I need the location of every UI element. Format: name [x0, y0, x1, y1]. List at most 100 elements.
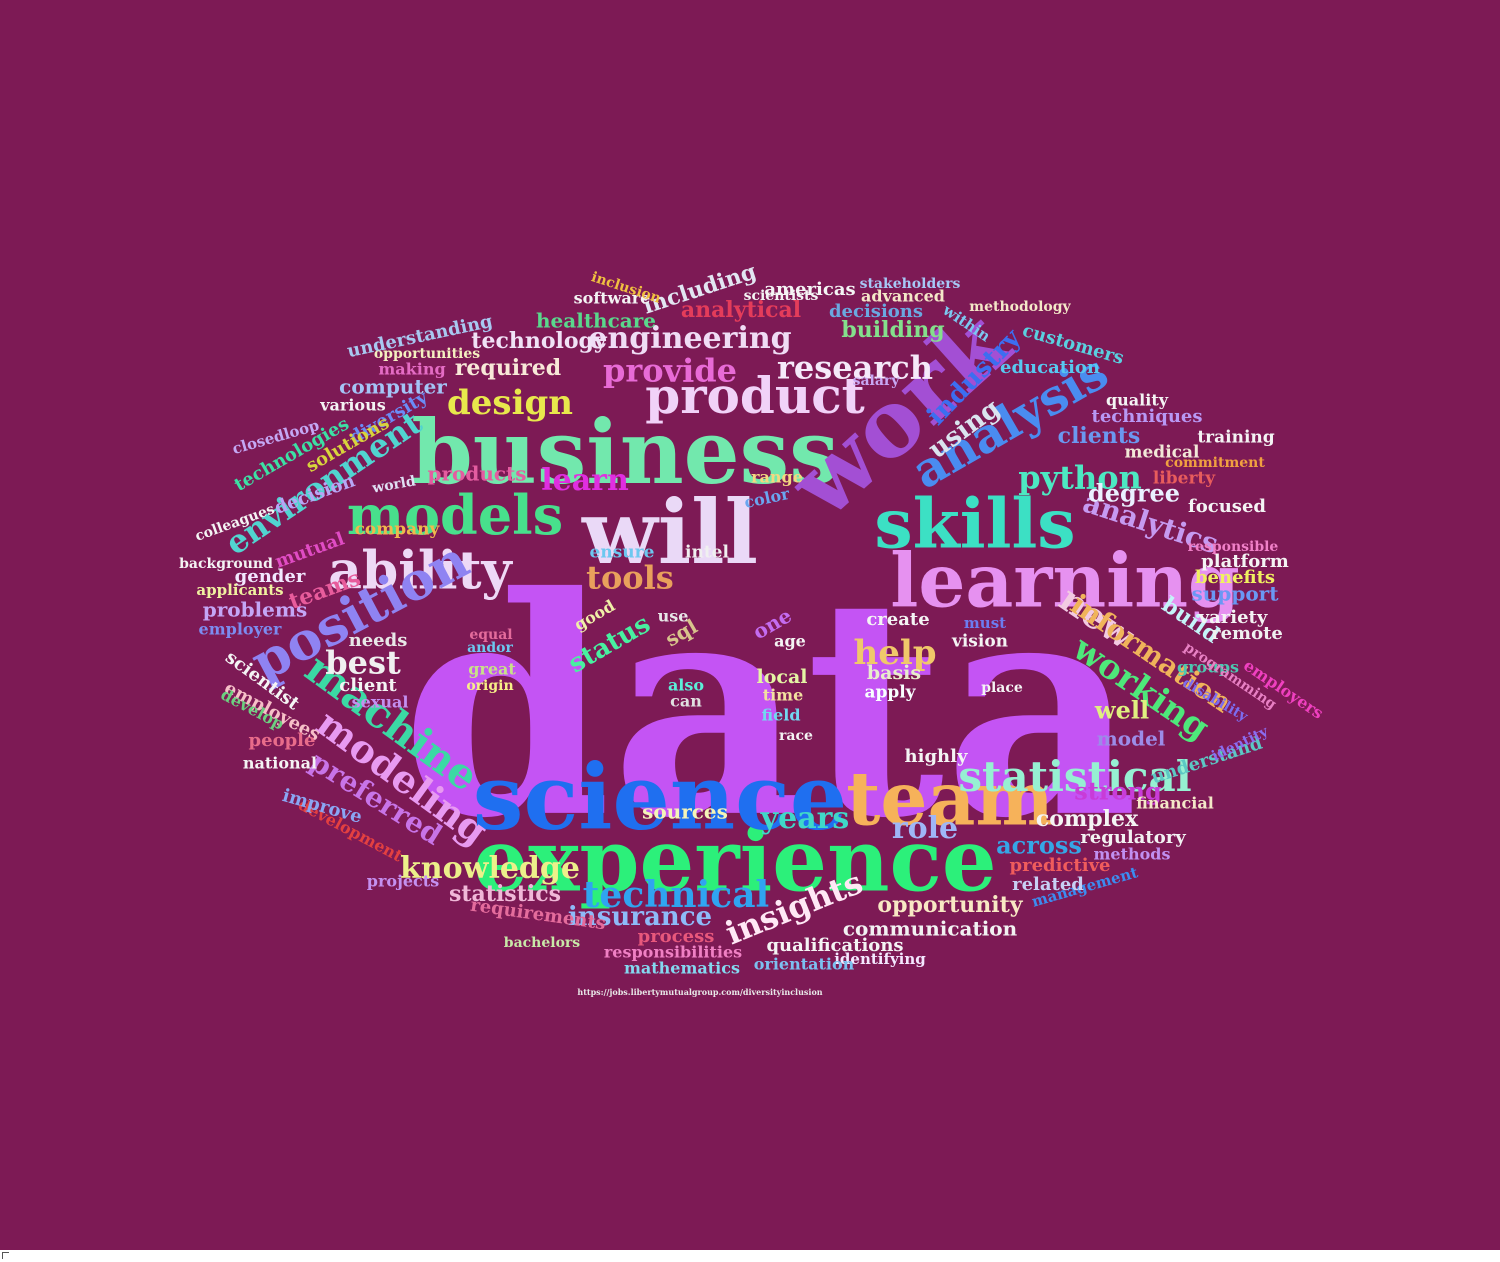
word-technology: technology	[471, 328, 608, 354]
word-basis: basis	[867, 662, 921, 684]
word-business: business	[411, 400, 839, 504]
word-advanced: advanced	[861, 287, 945, 306]
word-liberty: liberty	[1153, 469, 1216, 489]
word-gender: gender	[235, 566, 306, 587]
word-stakeholders: stakeholders	[860, 276, 961, 292]
word-bachelors: bachelors	[504, 935, 581, 951]
word-great: great	[468, 660, 516, 679]
word-ability: ability	[328, 541, 513, 602]
word-background: background	[179, 556, 273, 572]
word-must: must	[964, 614, 1006, 632]
word-field: field	[761, 706, 800, 725]
word-role: role	[892, 811, 958, 846]
word-needs: needs	[349, 630, 408, 651]
word-applicants: applicants	[196, 581, 283, 599]
word-various: various	[319, 396, 385, 415]
word-create: create	[866, 609, 929, 630]
word-healthcare: healthcare	[536, 309, 656, 333]
word-software: software	[574, 289, 651, 308]
word-national: national	[243, 754, 317, 773]
word-model: model	[1097, 727, 1166, 751]
word-variety: variety	[1198, 607, 1268, 628]
word-commitment: commitment	[1165, 455, 1265, 471]
word-predictive: predictive	[1010, 855, 1111, 876]
word-responsibilities: responsibilities	[604, 943, 742, 962]
word-experience: experience	[473, 811, 996, 912]
word-sources: sources	[642, 800, 728, 824]
word-making: making	[378, 360, 445, 379]
word-vision: vision	[951, 632, 1008, 652]
word-engineering: engineering	[588, 321, 791, 356]
word-equal: equal	[469, 627, 512, 643]
word-methodology: methodology	[969, 299, 1071, 315]
word-andor: andor	[467, 640, 513, 656]
word-remote: remote	[1211, 623, 1283, 644]
word-highly: highly	[905, 746, 968, 767]
word-opportunity: opportunity	[877, 892, 1023, 918]
word-training: training	[1197, 428, 1274, 448]
word-financial: financial	[1136, 794, 1214, 813]
word-data: data	[401, 531, 1138, 884]
word-methods: methods	[1094, 845, 1171, 864]
word-insurance: insurance	[568, 902, 712, 932]
word-race: race	[779, 728, 813, 744]
word-across: across	[996, 831, 1082, 860]
word-projects: projects	[367, 872, 439, 891]
word-statistical: statistical	[958, 752, 1191, 801]
word-place: place	[981, 680, 1023, 696]
word-ensure: ensure	[590, 543, 655, 563]
word-degree: degree	[1088, 479, 1180, 508]
word-focused: focused	[1188, 496, 1266, 517]
word-knowledge: knowledge	[400, 851, 580, 886]
word-https-jobs-libertymutualgroup-com-diversityinclusion: https://jobs.libertymutualgroup.com/dive…	[577, 987, 822, 997]
word-age: age	[774, 632, 806, 651]
word-use: use	[658, 607, 689, 626]
word-will: will	[581, 480, 758, 584]
word-people: people	[249, 730, 316, 751]
word-americas: americas	[764, 279, 855, 300]
word-salary: salary	[853, 373, 901, 389]
word-orientation: orientation	[754, 955, 855, 974]
word-decisions: decisions	[829, 301, 923, 322]
word-scientists: scientists	[744, 288, 819, 304]
word-sexual: sexual	[352, 693, 409, 712]
word-local: local	[757, 666, 808, 688]
word-mathematics: mathematics	[624, 959, 740, 978]
word-years: years	[760, 801, 850, 836]
word-learn: learn	[541, 463, 629, 498]
word-groups: groups	[1177, 658, 1239, 677]
word-origin: origin	[466, 678, 513, 694]
word-education: education	[1000, 357, 1100, 378]
word-related: related	[1012, 874, 1084, 895]
word-problems: problems	[203, 598, 308, 622]
word-quality: quality	[1106, 391, 1169, 410]
word-platform: platform	[1201, 551, 1289, 572]
word-medical: medical	[1125, 443, 1201, 463]
word-technical: technical	[583, 874, 769, 916]
word-identifying: identifying	[834, 950, 926, 968]
word-design: design	[447, 383, 573, 423]
word-responsible: responsible	[1188, 539, 1279, 555]
word-process: process	[638, 926, 715, 947]
word-company: company	[355, 520, 441, 540]
word-world: world	[370, 473, 417, 497]
word-tools: tools	[586, 559, 674, 597]
word-learning: learning	[890, 539, 1240, 625]
word-team: team	[846, 757, 1054, 843]
word-help: help	[853, 633, 936, 673]
word-strong: strong	[1074, 777, 1162, 806]
word-intel: intel	[685, 543, 729, 563]
word-regulatory: regulatory	[1080, 827, 1186, 848]
word-client: client	[339, 675, 397, 696]
word-benefits: benefits	[1195, 567, 1275, 588]
word-support: support	[1192, 582, 1280, 606]
word-analytical: analytical	[681, 297, 801, 323]
word-well: well	[1094, 696, 1149, 725]
word-computer: computer	[339, 375, 447, 399]
word-product: product	[645, 366, 865, 425]
word-employer: employer	[199, 620, 283, 639]
word-provide: provide	[603, 352, 737, 390]
word-science: science	[473, 745, 847, 851]
word-also: also	[668, 676, 704, 695]
